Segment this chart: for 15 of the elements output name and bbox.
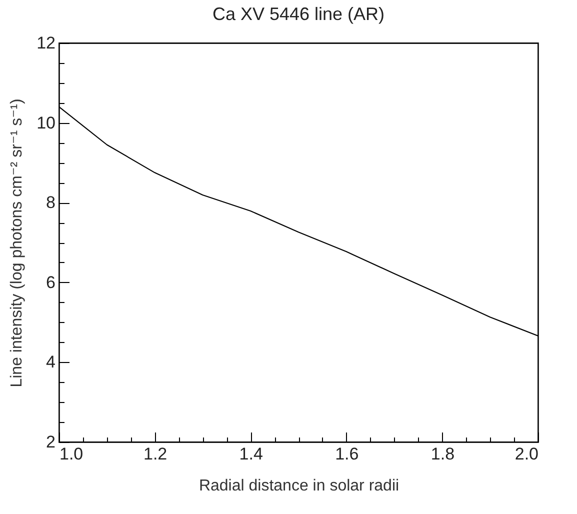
x-axis-title: Radial distance in solar radii (198, 478, 400, 494)
y-tick-label: 8 (46, 193, 56, 212)
y-tick-label: 4 (46, 352, 56, 372)
x-tick-label: 1.2 (143, 444, 168, 464)
y-tick-label: 10 (36, 113, 56, 132)
x-tick-label: 1.8 (430, 444, 455, 464)
y-tick-label: 12 (36, 34, 56, 52)
x-tick-label: 1.6 (335, 444, 359, 464)
chart-title: Ca XV 5446 line (AR) (212, 4, 385, 24)
y-axis-title: Line intensity (log photons cm⁻² sr⁻¹ s⁻¹) (8, 98, 26, 388)
y-tick-label: 2 (46, 432, 56, 452)
y-tick-label: 6 (46, 272, 56, 292)
x-tick-label: 1.0 (60, 444, 84, 464)
x-tick-label: 1.4 (239, 444, 263, 464)
x-tick-label: 2.0 (514, 444, 538, 464)
